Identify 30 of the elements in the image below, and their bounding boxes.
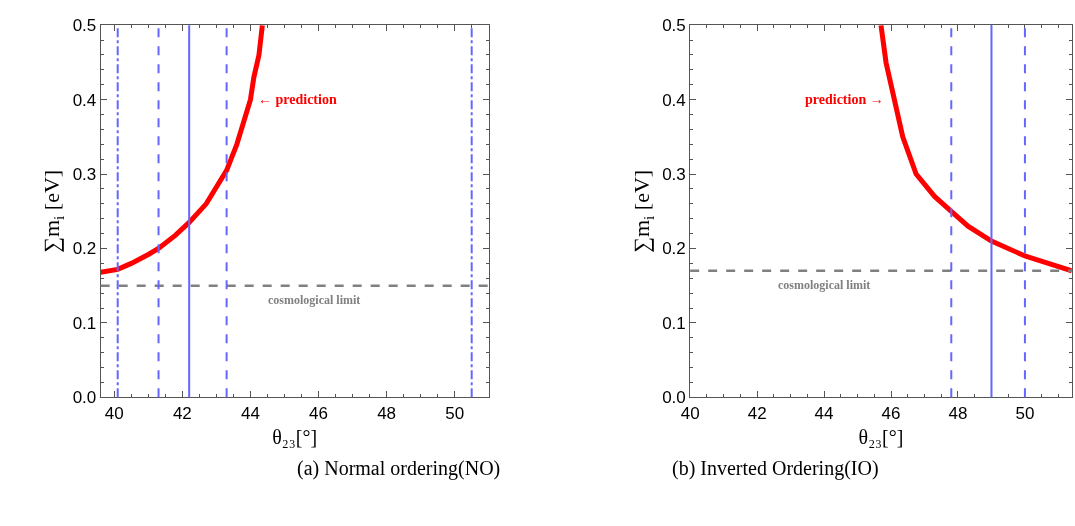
y-tick-label: 0.0 <box>72 388 97 408</box>
y-tick-label: 0.2 <box>662 239 686 259</box>
y-tick-label: 0.3 <box>662 165 686 185</box>
y-tick-label: 0.5 <box>72 16 97 36</box>
annotation: ← prediction <box>258 92 337 107</box>
y-tick-label: 0.3 <box>72 165 97 185</box>
x-tick-label: 48 <box>377 403 397 423</box>
annotation: prediction → <box>805 92 884 107</box>
x-tick-label: 42 <box>747 403 767 423</box>
x-tick-label: 44 <box>814 403 834 423</box>
text: (b) Inverted Ordering(IO) <box>672 457 879 480</box>
x-tick-label: 46 <box>881 403 901 423</box>
ref-line-label: cosmological limit <box>268 293 361 307</box>
y-tick-label: 0.1 <box>662 313 686 333</box>
x-tick-label: 46 <box>309 403 328 423</box>
y-tick-label: 0.1 <box>72 313 97 333</box>
y-tick-label: 0.5 <box>662 16 686 36</box>
x-tick-label: 40 <box>104 403 124 423</box>
x-tick-label: 42 <box>172 403 192 423</box>
x-tick-label: 44 <box>240 403 260 423</box>
ref-line-label: cosmological limit <box>778 278 871 292</box>
text: (a) Normal ordering(NO) <box>297 457 501 480</box>
y-tick-label: 0.4 <box>662 90 686 110</box>
x-tick-label: 48 <box>948 403 968 423</box>
x-tick-label: 50 <box>445 403 465 423</box>
x-axis-title: θ₂₃[°] <box>858 426 904 449</box>
x-tick-label: 50 <box>1015 403 1035 423</box>
y-tick-label: 0.2 <box>72 239 97 259</box>
y-tick-label: 0.4 <box>72 90 97 110</box>
x-axis-title: θ₂₃[°] <box>272 426 318 449</box>
